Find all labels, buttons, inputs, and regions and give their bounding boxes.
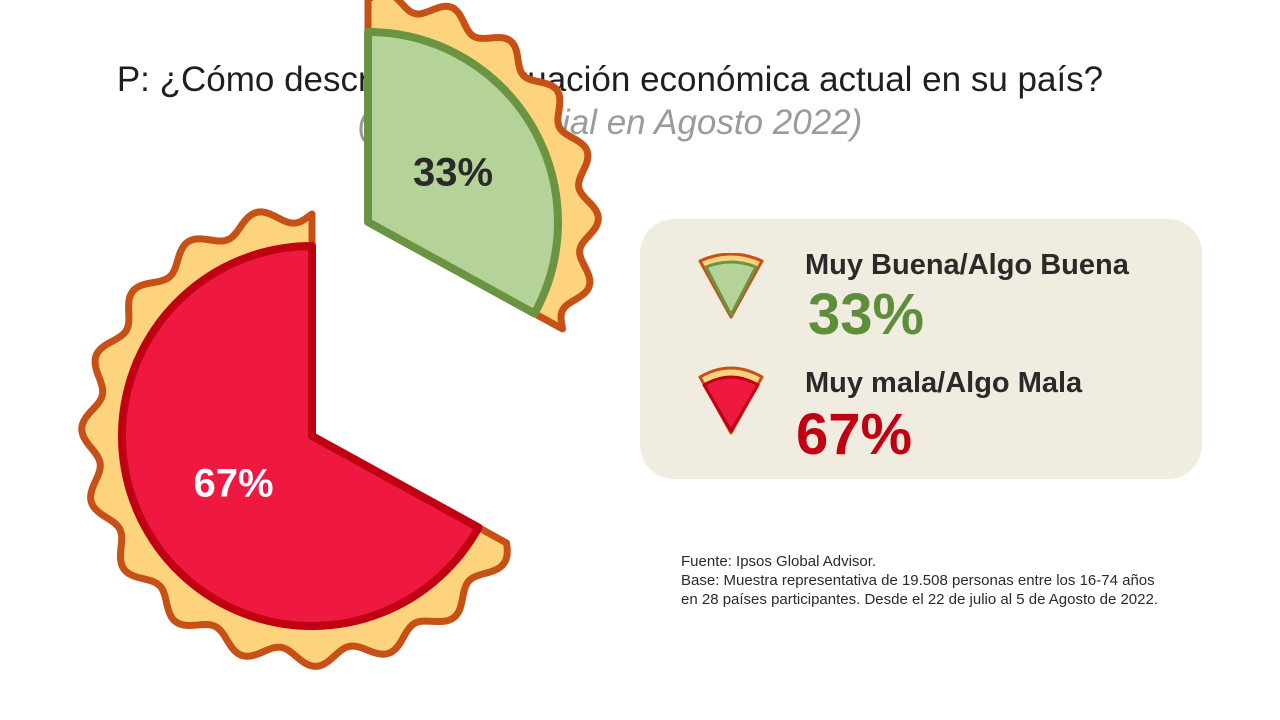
legend-value-good: 33% xyxy=(808,282,925,347)
data-label-good: 33% xyxy=(413,151,493,195)
legend-label-good: Muy Buena/Algo Buena xyxy=(805,249,1129,281)
source-note: Fuente: Ipsos Global Advisor. Base: Mues… xyxy=(681,552,1161,609)
red-pie-slice-icon xyxy=(698,366,764,435)
legend-label-bad: Muy mala/Algo Mala xyxy=(805,367,1083,399)
green-pie-slice-icon xyxy=(698,253,764,319)
title-main: P: ¿Cómo describiría la situación económ… xyxy=(116,60,1104,99)
pie-slice-good: 33% xyxy=(364,0,602,333)
data-label-bad: 67% xyxy=(193,461,273,505)
source-line: Fuente: Ipsos Global Advisor. xyxy=(681,553,877,570)
legend-value-bad: 67% xyxy=(796,402,913,467)
pie-chart: 33% 67% xyxy=(78,0,602,670)
pie-fill-bad xyxy=(117,242,483,630)
pie-slice-bad: 67% xyxy=(78,208,511,670)
pie-fill-good xyxy=(364,28,562,318)
legend-panel: Muy Buena/Algo Buena 33% Muy mala/Algo M… xyxy=(640,219,1202,479)
base-line: Base: Muestra representativa de 19.508 p… xyxy=(681,572,1159,608)
